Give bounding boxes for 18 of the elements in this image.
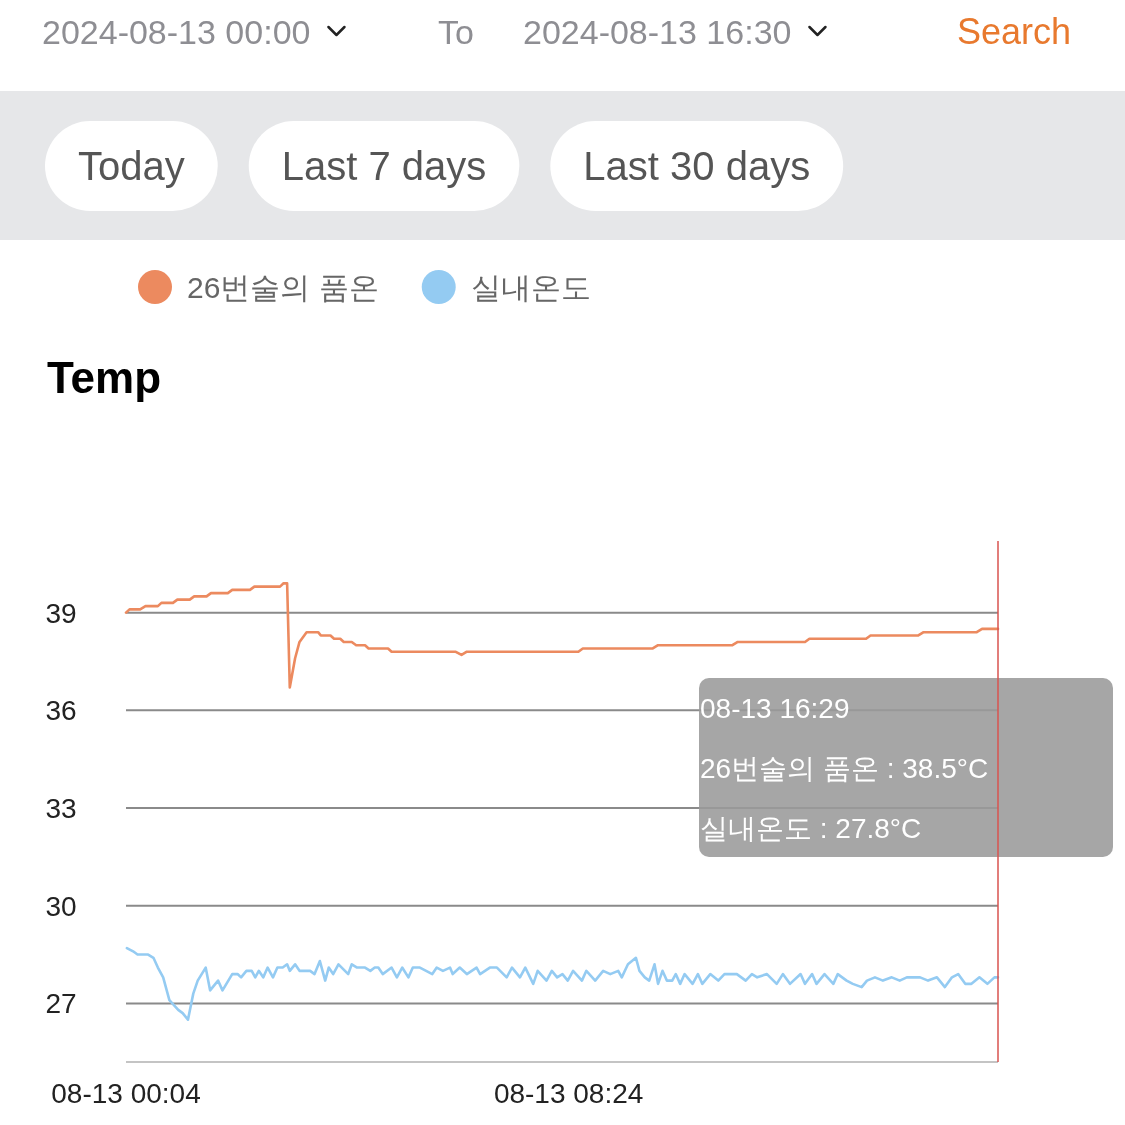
legend-item: 26번술의 품온 [138, 270, 379, 304]
legend-label: 26번술의 품온 [187, 271, 379, 304]
annotation: 08-13 16:29 [700, 693, 850, 724]
y-tick-label: 39 [45, 597, 77, 629]
y-tick-label: 30 [45, 890, 77, 922]
legend-item: 실내온도 [421, 270, 591, 304]
x-tick-label: 08-13 00:04 [51, 1078, 201, 1109]
y-tick-label: 36 [45, 695, 77, 727]
y-tick-label: 27 [45, 988, 77, 1020]
annotation: 실내온도 : 27.8°C [700, 813, 922, 844]
x-tick-label: 08-13 08:24 [493, 1078, 644, 1109]
tooltip: 08-13 16:29 26번술의 품온 : 38.5°C 실내온도 : 27.8°C [699, 678, 1113, 857]
button: Last 7 days [248, 121, 520, 211]
annotation: 26번술의 품온 : 38.5°C [700, 753, 989, 784]
chart-title: Temp [47, 353, 162, 402]
button: Last 30 days [550, 121, 844, 211]
legend-label: 실내온도 [470, 271, 591, 304]
y-tick-label: 33 [45, 793, 77, 825]
